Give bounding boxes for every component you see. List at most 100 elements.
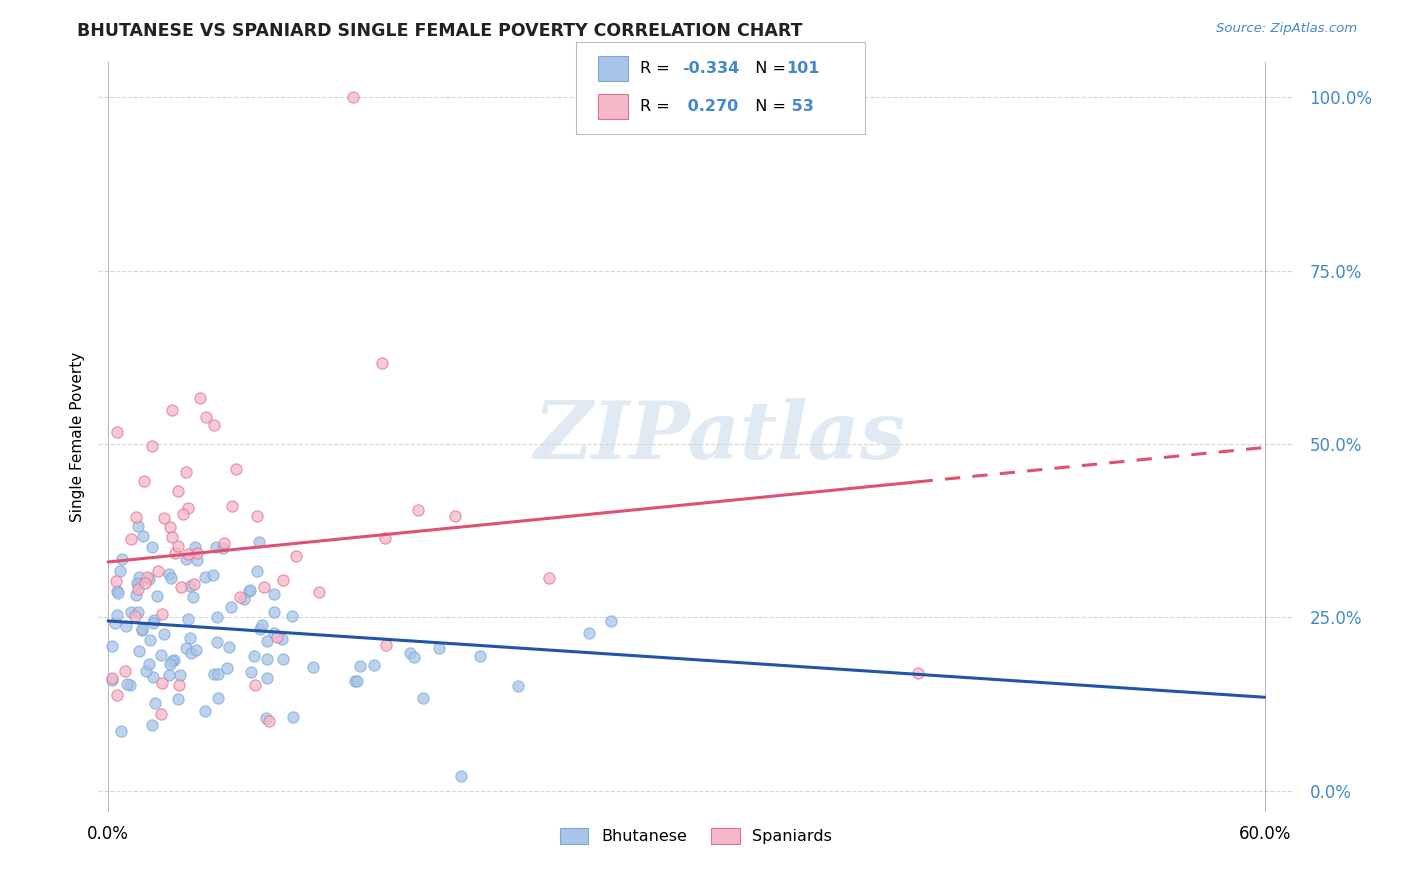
- Point: [207, 667, 229, 681]
- Point: [247, 534, 270, 549]
- Point: [107, 585, 129, 599]
- Point: [167, 678, 190, 692]
- Point: [128, 570, 150, 584]
- Point: [132, 529, 155, 543]
- Point: [101, 639, 124, 653]
- Point: [104, 616, 127, 631]
- Point: [188, 391, 211, 405]
- Point: [148, 564, 170, 578]
- Y-axis label: Single Female Poverty: Single Female Poverty: [69, 352, 84, 522]
- Point: [139, 632, 162, 647]
- Point: [141, 718, 163, 732]
- Point: [162, 531, 184, 545]
- Point: [907, 665, 929, 680]
- Point: [343, 673, 366, 688]
- Text: BHUTANESE VS SPANIARD SINGLE FEMALE POVERTY CORRELATION CHART: BHUTANESE VS SPANIARD SINGLE FEMALE POVE…: [77, 22, 803, 40]
- Point: [271, 573, 294, 587]
- Point: [177, 547, 200, 561]
- Point: [177, 501, 200, 516]
- Point: [371, 356, 394, 370]
- Point: [221, 500, 243, 514]
- Point: [538, 572, 561, 586]
- Point: [375, 638, 398, 652]
- Point: [153, 626, 176, 640]
- Point: [246, 509, 269, 524]
- Text: N =: N =: [745, 62, 792, 77]
- Point: [257, 714, 280, 728]
- Point: [450, 769, 472, 783]
- Text: 0.270: 0.270: [682, 99, 738, 114]
- Point: [120, 605, 142, 619]
- Point: [254, 711, 277, 725]
- Point: [159, 519, 181, 533]
- Point: [125, 588, 148, 602]
- Point: [125, 509, 148, 524]
- Point: [202, 568, 225, 582]
- Point: [127, 605, 149, 619]
- Legend: Bhutanese, Spaniards: Bhutanese, Spaniards: [551, 821, 841, 853]
- Point: [176, 612, 198, 626]
- Text: R =: R =: [640, 62, 675, 77]
- Point: [141, 540, 163, 554]
- Point: [163, 546, 186, 560]
- Point: [468, 648, 491, 663]
- Point: [271, 652, 294, 666]
- Point: [127, 582, 149, 596]
- Point: [263, 626, 285, 640]
- Point: [506, 679, 529, 693]
- Point: [179, 579, 201, 593]
- Point: [115, 677, 138, 691]
- Point: [202, 418, 225, 433]
- Point: [120, 532, 142, 546]
- Point: [131, 622, 153, 636]
- Point: [138, 657, 160, 671]
- Point: [105, 688, 128, 702]
- Point: [186, 643, 208, 657]
- Point: [111, 552, 134, 566]
- Point: [163, 653, 186, 667]
- Point: [194, 570, 217, 584]
- Point: [120, 678, 142, 692]
- Point: [142, 670, 165, 684]
- Point: [256, 671, 278, 685]
- Point: [105, 607, 128, 622]
- Point: [131, 624, 153, 638]
- Point: [160, 571, 183, 585]
- Point: [104, 574, 127, 588]
- Point: [205, 541, 228, 555]
- Point: [308, 584, 330, 599]
- Point: [107, 584, 129, 599]
- Point: [270, 632, 292, 647]
- Point: [252, 617, 274, 632]
- Point: [249, 622, 271, 636]
- Point: [149, 707, 172, 722]
- Point: [443, 508, 465, 523]
- Point: [242, 649, 264, 664]
- Point: [219, 600, 242, 615]
- Point: [253, 580, 276, 594]
- Point: [266, 630, 288, 644]
- Point: [186, 546, 208, 560]
- Point: [160, 654, 183, 668]
- Point: [281, 609, 304, 624]
- Point: [124, 609, 146, 624]
- Point: [135, 665, 157, 679]
- Point: [228, 590, 250, 604]
- Point: [157, 567, 180, 582]
- Text: 101: 101: [786, 62, 820, 77]
- Point: [218, 640, 240, 654]
- Point: [179, 632, 201, 646]
- Point: [101, 671, 124, 685]
- Point: [214, 535, 236, 549]
- Point: [176, 552, 198, 566]
- Point: [256, 633, 278, 648]
- Point: [105, 425, 128, 439]
- Point: [127, 518, 149, 533]
- Point: [205, 634, 228, 648]
- Point: [285, 549, 308, 564]
- Text: Source: ZipAtlas.com: Source: ZipAtlas.com: [1216, 22, 1357, 36]
- Point: [427, 640, 450, 655]
- Point: [169, 668, 191, 682]
- Point: [402, 650, 425, 665]
- Text: N =: N =: [745, 99, 792, 114]
